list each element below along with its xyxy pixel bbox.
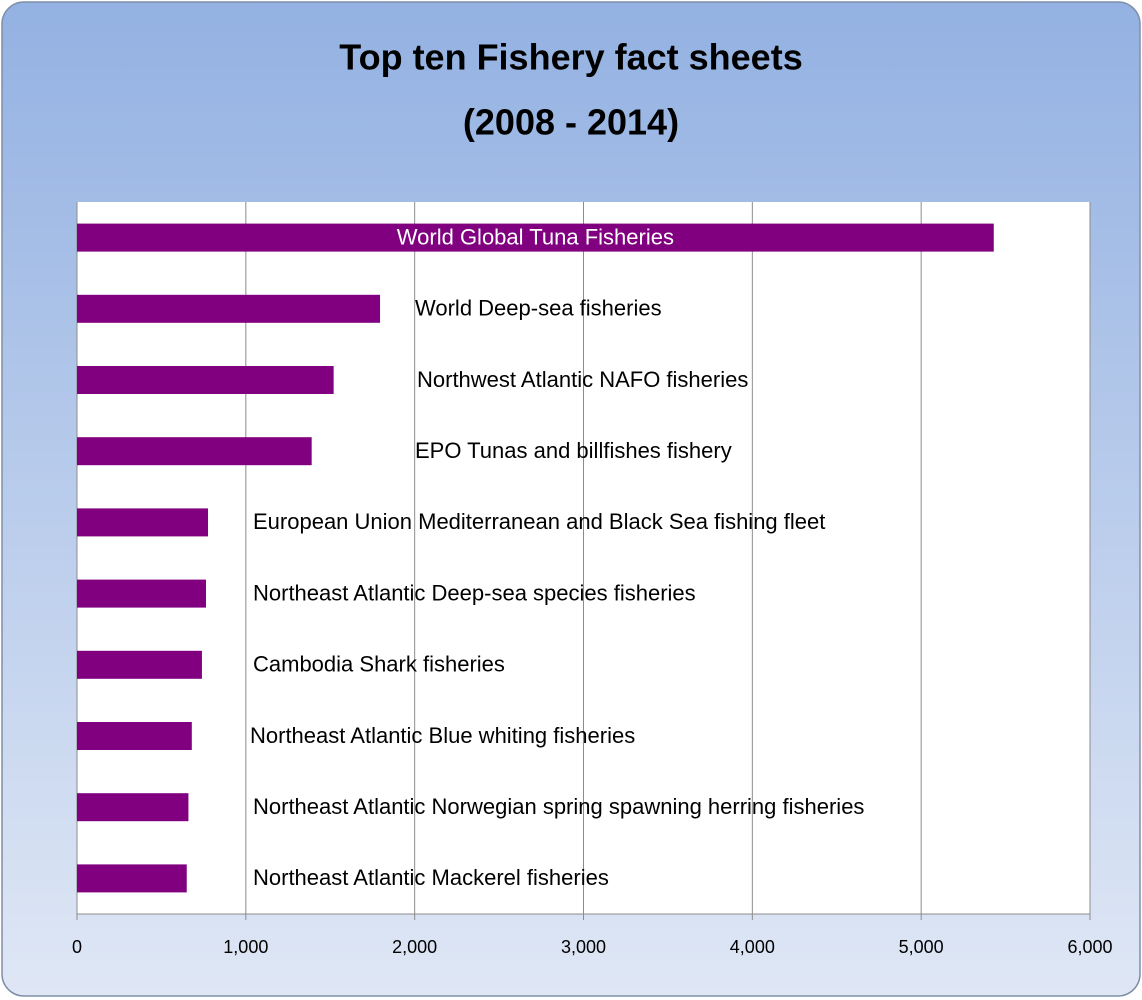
x-tick-label: 1,000 — [223, 937, 268, 957]
data-label: European Union Mediterranean and Black S… — [253, 509, 825, 534]
bar — [77, 508, 209, 537]
bar — [77, 294, 381, 323]
bar — [77, 650, 202, 679]
data-label: Northeast Atlantic Blue whiting fisherie… — [250, 723, 635, 748]
chart-title: Top ten Fishery fact sheets — [339, 37, 802, 78]
chart-subtitle: (2008 - 2014) — [463, 102, 679, 143]
bar — [77, 366, 334, 394]
data-label: World Global Tuna Fisheries — [397, 224, 674, 249]
bar — [77, 722, 192, 750]
x-tick-label: 3,000 — [561, 937, 606, 957]
data-label: Northwest Atlantic NAFO fisheries — [417, 367, 748, 392]
x-tick-label: 6,000 — [1067, 937, 1112, 957]
bar — [77, 579, 206, 608]
data-label: World Deep-sea fisheries — [415, 296, 662, 321]
bar — [77, 864, 187, 893]
bar — [77, 793, 189, 822]
x-tick-label: 5,000 — [899, 937, 944, 957]
data-label: Northeast Atlantic Norwegian spring spaw… — [253, 794, 864, 819]
bar — [77, 437, 312, 466]
data-label: Northeast Atlantic Mackerel fisheries — [253, 865, 609, 890]
data-label: Northeast Atlantic Deep-sea species fish… — [253, 580, 696, 605]
data-label: Cambodia Shark fisheries — [253, 652, 505, 677]
x-tick-label: 2,000 — [392, 937, 437, 957]
bar — [77, 223, 994, 252]
x-tick-label: 4,000 — [730, 937, 775, 957]
x-tick-label: 0 — [72, 937, 82, 957]
data-label: EPO Tunas and billfishes fishery — [415, 438, 732, 463]
